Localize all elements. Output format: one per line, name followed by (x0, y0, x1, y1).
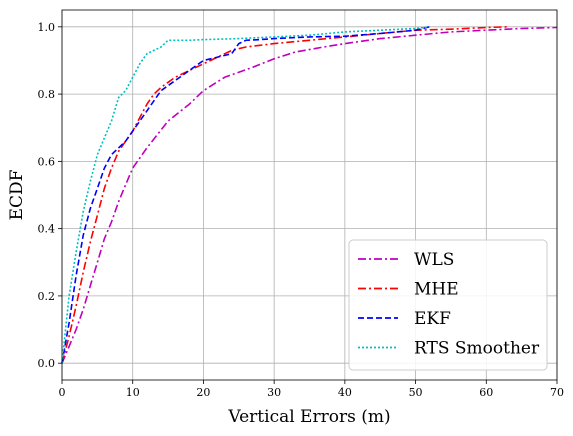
x-tick-label: 30 (267, 386, 281, 399)
x-tick-label: 50 (409, 386, 423, 399)
x-axis-label: Vertical Errors (m) (227, 407, 390, 427)
legend-label-3: RTS Smoother (414, 339, 540, 359)
plot-area-frame (61, 9, 558, 381)
y-tick-label: 0.2 (38, 290, 56, 303)
y-axis-label: ECDF (7, 169, 27, 220)
grid (61, 10, 558, 380)
x-tick-label: 40 (338, 386, 352, 399)
legend: WLS MHE EKF RTS Smoother (348, 239, 548, 371)
series-line-1 (61, 26, 508, 364)
y-tick-label: 1.0 (38, 21, 56, 34)
y-tick-label: 0.6 (38, 155, 56, 168)
x-axis-ticks: 0 10 20 30 40 50 60 70 (59, 380, 564, 399)
legend-label-2: EKF (414, 309, 451, 329)
series-line-3 (61, 26, 430, 364)
x-tick-label: 10 (126, 386, 140, 399)
y-tick-label: 0.0 (38, 357, 56, 370)
series-line-2 (61, 26, 430, 364)
x-tick-label: 0 (59, 386, 66, 399)
series-lines (61, 26, 558, 364)
x-tick-label: 70 (550, 386, 564, 399)
x-tick-label: 60 (479, 386, 493, 399)
y-axis-ticks: 0.0 0.2 0.4 0.6 0.8 1.0 (38, 21, 62, 370)
legend-box (348, 239, 548, 371)
series-line-0 (61, 26, 558, 364)
legend-label-1: MHE (414, 280, 459, 300)
legend-label-0: WLS (414, 250, 454, 270)
x-tick-label: 20 (196, 386, 210, 399)
y-tick-label: 0.8 (38, 88, 56, 101)
y-tick-label: 0.4 (38, 223, 56, 236)
